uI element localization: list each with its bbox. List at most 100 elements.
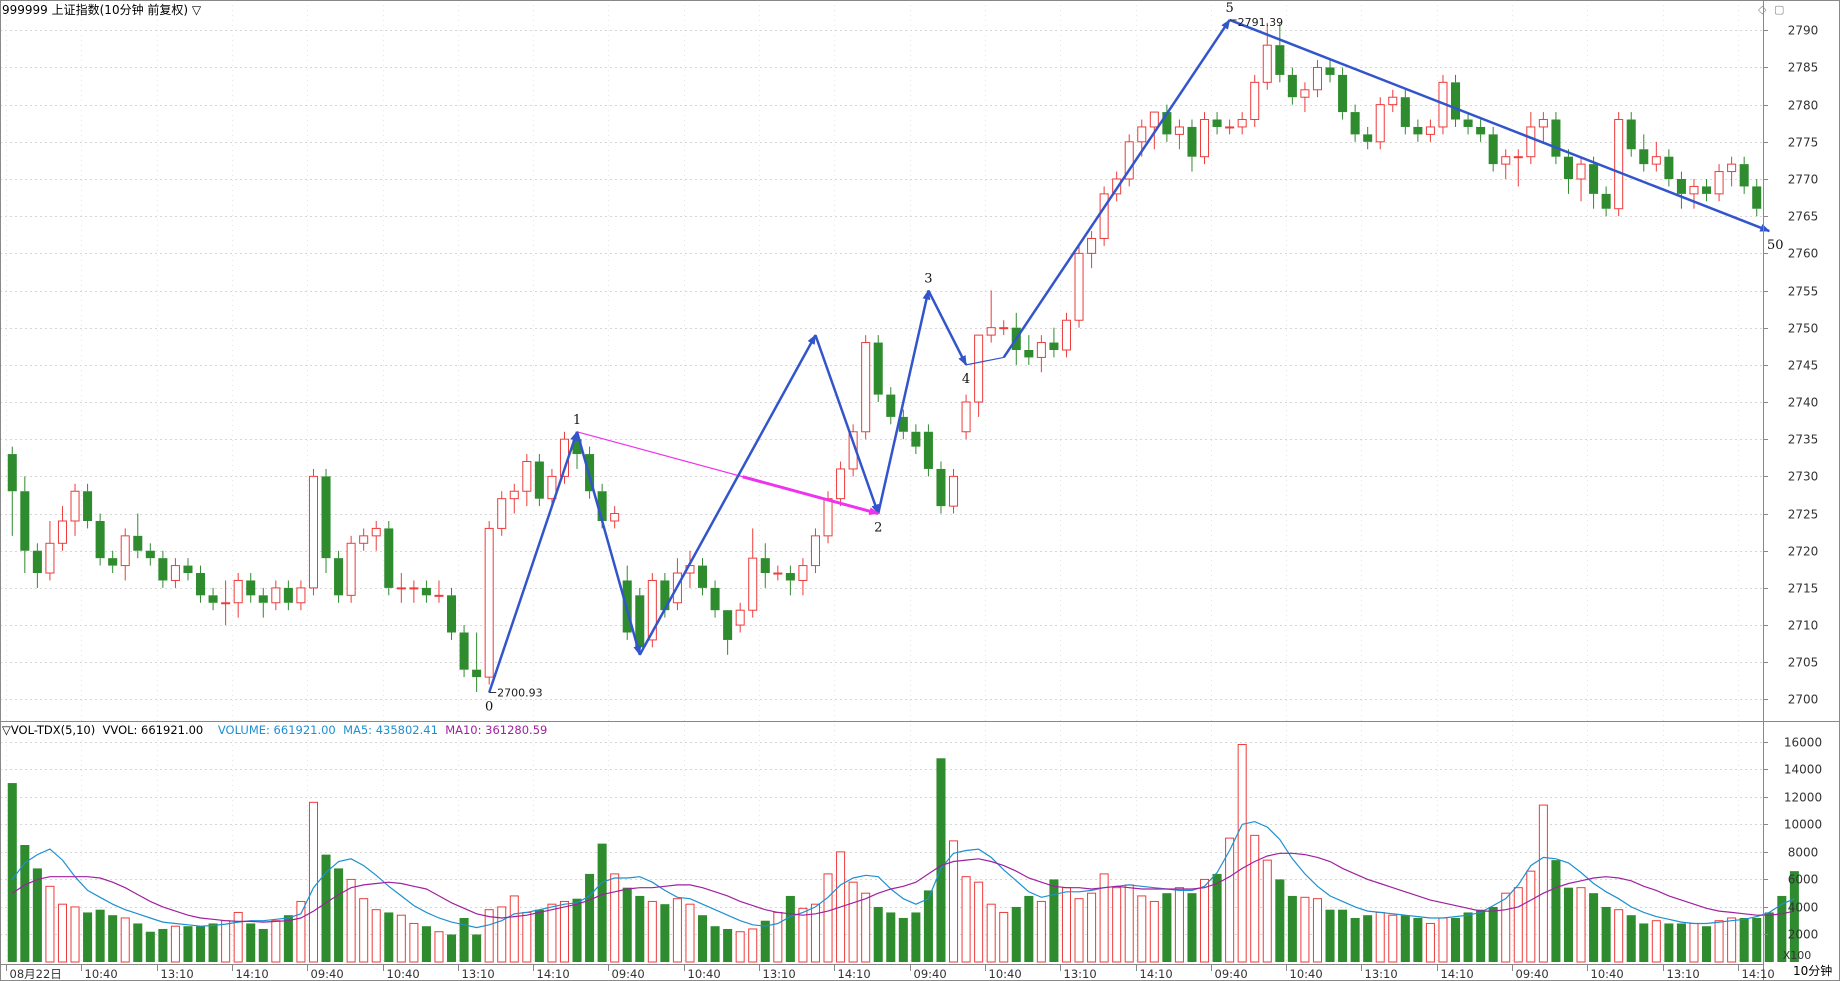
volume-bar-up xyxy=(1375,911,1385,963)
candle-body-up xyxy=(1087,237,1097,254)
candle-body-down xyxy=(1639,149,1649,165)
price-tick-label: 2775 xyxy=(1788,136,1819,150)
candle-body-up xyxy=(1149,111,1159,128)
volume-bar-up xyxy=(773,911,783,963)
volume-bar-down xyxy=(911,912,921,962)
candle-body-down xyxy=(421,587,431,596)
candle-body-down xyxy=(1413,126,1423,135)
candle-body-up xyxy=(1727,163,1737,173)
volume-bar-down xyxy=(1789,871,1799,962)
wave-label: 0 xyxy=(485,699,493,714)
candle-body-up xyxy=(45,542,55,574)
volume-bar-up xyxy=(1438,917,1448,963)
candle-body-down xyxy=(660,580,670,611)
candle-body-up xyxy=(610,513,620,522)
volume-bar-up xyxy=(1727,917,1737,963)
volume-bar-down xyxy=(760,920,770,962)
wave-arrow xyxy=(1229,18,1771,233)
candle-body-down xyxy=(1702,186,1712,194)
time-tick-label: 10:40 xyxy=(688,967,721,981)
volume-tick-label: 6000 xyxy=(1788,873,1819,887)
candle-body-down xyxy=(534,461,544,499)
price-tick-label: 2710 xyxy=(1788,619,1819,633)
volume-value: VOLUME: 661921.00 xyxy=(217,723,336,737)
candle-body-down xyxy=(208,595,218,603)
candle-body-up xyxy=(823,498,833,537)
volume-bar-up xyxy=(1137,895,1147,963)
time-tick-label: 09:40 xyxy=(1215,967,1248,981)
candle-body-down xyxy=(95,520,105,559)
candle-body-up xyxy=(308,475,318,589)
candle-body-up xyxy=(57,520,67,544)
price-tick-label: 2715 xyxy=(1788,582,1819,596)
candle-body-down xyxy=(32,550,42,574)
wave-label: 2 xyxy=(874,521,882,536)
volume-bar-down xyxy=(1363,915,1373,962)
volume-bar-up xyxy=(861,892,871,963)
volume-bar-down xyxy=(20,845,30,962)
volume-bar-down xyxy=(384,912,394,962)
volume-unit-label: X100 xyxy=(1783,949,1812,962)
ma10-value: MA10: 361280.59 xyxy=(445,723,548,737)
period-label[interactable]: 10分钟 xyxy=(1793,964,1833,978)
volume-bar-up xyxy=(1300,896,1310,963)
triangle-down-icon[interactable]: ▽ xyxy=(2,723,11,737)
wave-arrow xyxy=(487,430,579,693)
volume-bar-down xyxy=(447,934,457,962)
vol-indicator-name: VOL-TDX(5,10) xyxy=(10,723,96,737)
wave-arrow xyxy=(575,431,642,656)
volume-bar-down xyxy=(1664,923,1674,962)
window-icon[interactable]: ▢ xyxy=(1774,3,1785,16)
volume-header: ▽VOL-TDX(5,10) VVOL: 661921.00 VOLUME: 6… xyxy=(2,722,547,738)
triangle-down-icon[interactable]: ▽ xyxy=(191,3,202,17)
time-tick-label: 09:40 xyxy=(612,967,645,981)
diamond-icon[interactable]: ◇ xyxy=(1758,3,1767,16)
volume-bar-up xyxy=(484,909,494,963)
volume-bar-up xyxy=(45,885,55,963)
volume-bar-down xyxy=(1702,926,1712,962)
candle-body-down xyxy=(698,565,708,588)
volume-bar-up xyxy=(120,917,130,963)
candle-body-down xyxy=(936,468,946,507)
candle-body-down xyxy=(158,558,168,581)
wave-annotations: 0 2700.93 1 2 3 4 5 2791.39 50 xyxy=(485,1,1784,715)
volume-bar-down xyxy=(1563,887,1573,962)
volume-bar-down xyxy=(572,898,582,962)
volume-bar-down xyxy=(1049,879,1059,962)
volume-tick-label: 16000 xyxy=(1784,736,1822,750)
candle-body-down xyxy=(710,587,720,611)
candle-body-down xyxy=(873,342,883,395)
candle-body-up xyxy=(1237,119,1247,128)
volume-bar-down xyxy=(334,868,344,962)
volume-bar-down xyxy=(1400,915,1410,962)
candle-body-up xyxy=(1099,193,1109,239)
volume-bar-down xyxy=(472,934,482,962)
volume-bar-up xyxy=(509,895,519,963)
candle-body-up xyxy=(1124,141,1134,180)
candle-body-up xyxy=(1262,44,1272,83)
extreme-price-label: 2791.39 xyxy=(1238,16,1284,29)
time-tick-label: 10:40 xyxy=(989,967,1022,981)
candle-body-up xyxy=(949,475,959,507)
candle-body-up xyxy=(735,609,745,626)
volume-bar-up xyxy=(559,900,569,963)
volume-bar-down xyxy=(873,906,883,962)
price-tick-label: 2735 xyxy=(1788,433,1819,447)
volume-bar-up xyxy=(1099,873,1109,963)
ma10-line xyxy=(11,852,1795,923)
candle-body-up xyxy=(70,490,80,522)
volume-bar-down xyxy=(936,758,946,962)
price-tick-label: 2765 xyxy=(1788,210,1819,224)
price-chart-header[interactable]: 999999 上证指数(10分钟 前复权) ▽ xyxy=(2,2,201,18)
volume-bar-up xyxy=(1149,900,1159,963)
volume-bar-up xyxy=(170,925,180,963)
candle-body-down xyxy=(898,416,908,432)
volume-bar-down xyxy=(710,926,720,962)
candle-body-up xyxy=(1714,171,1724,195)
candle-body-up xyxy=(1250,81,1260,121)
candle-body-down xyxy=(1589,164,1599,194)
time-tick-label: 13:10 xyxy=(1365,967,1398,981)
volume-bar-up xyxy=(409,922,419,963)
